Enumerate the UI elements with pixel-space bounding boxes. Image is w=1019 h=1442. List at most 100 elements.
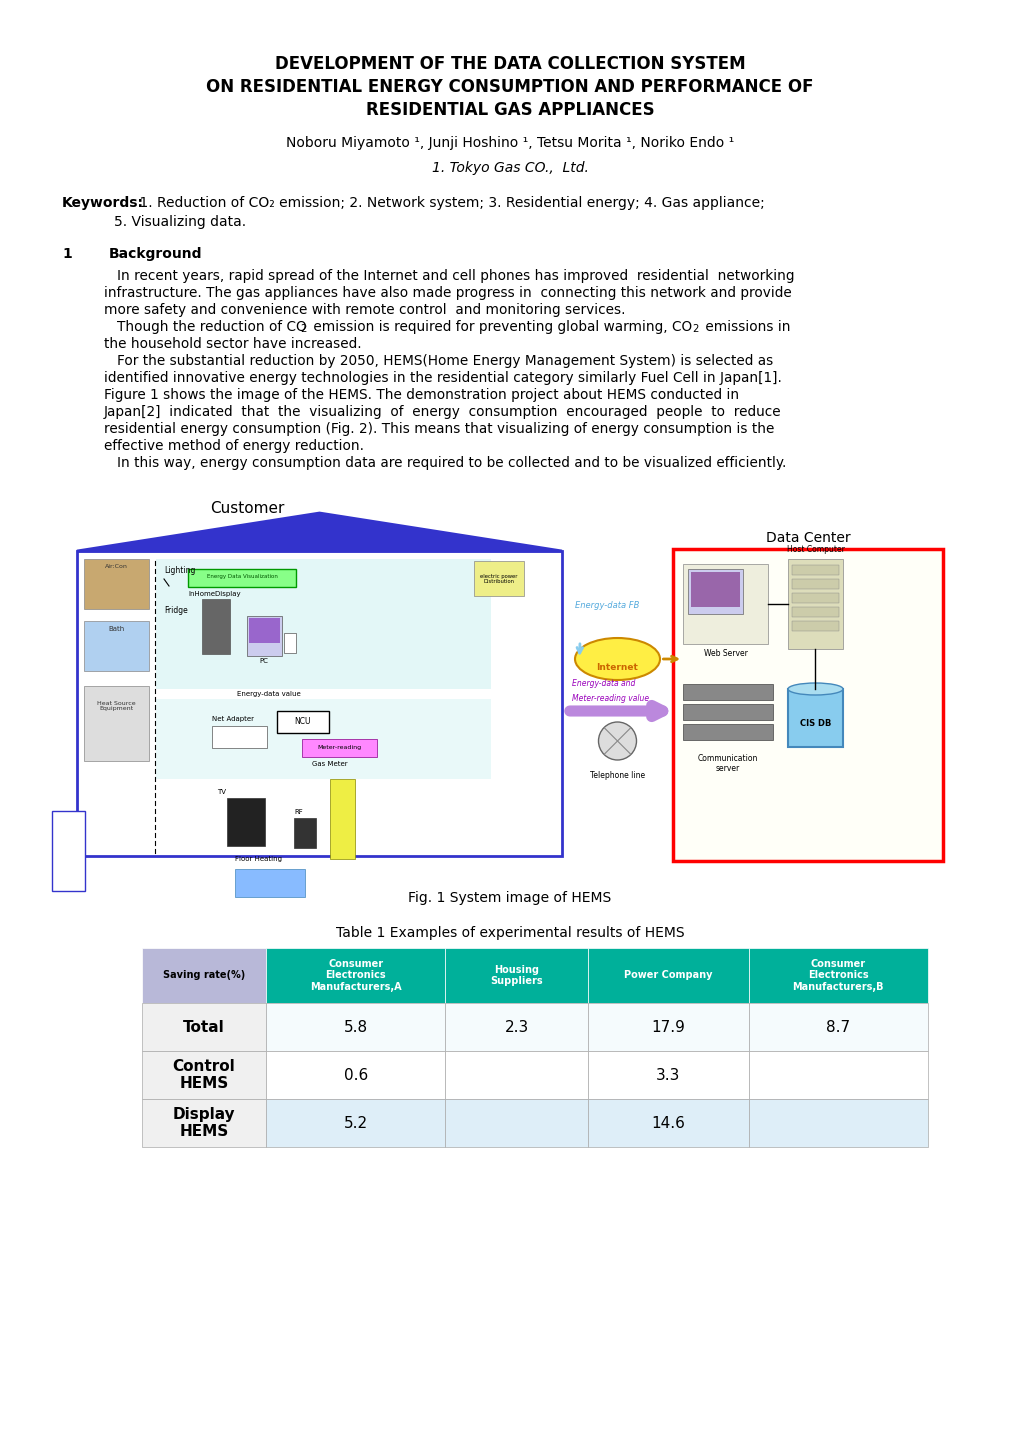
Bar: [683, 724, 772, 740]
Text: emission is required for preventing global warming, CO: emission is required for preventing glob…: [309, 320, 692, 335]
Text: Bath: Bath: [108, 626, 124, 632]
Text: 3.3: 3.3: [655, 1067, 680, 1083]
Bar: [142, 1099, 266, 1146]
Text: Energy-data value: Energy-data value: [236, 691, 301, 696]
Text: infrastructure. The gas appliances have also made progress in  connecting this n: infrastructure. The gas appliances have …: [104, 286, 791, 300]
Text: Energy-data and: Energy-data and: [572, 679, 635, 688]
Text: Floor Heating: Floor Heating: [234, 857, 281, 862]
Text: Internet: Internet: [596, 662, 638, 672]
Bar: [247, 616, 281, 656]
Bar: [142, 1051, 266, 1099]
Text: 5.8: 5.8: [343, 1019, 368, 1034]
Text: identified innovative energy technologies in the residential category similarly : identified innovative energy technologie…: [104, 371, 782, 385]
Bar: [266, 1051, 445, 1099]
Text: CIS DB: CIS DB: [799, 718, 830, 728]
Bar: [445, 1051, 587, 1099]
Bar: [748, 1099, 927, 1146]
Bar: [791, 607, 839, 617]
Bar: [277, 711, 329, 733]
Text: 17.9: 17.9: [651, 1019, 685, 1034]
Text: Gas Meter: Gas Meter: [312, 761, 347, 767]
Text: 2: 2: [300, 324, 306, 335]
Ellipse shape: [788, 684, 842, 695]
Bar: [84, 559, 149, 609]
Text: 1. Tokyo Gas CO.,  Ltd.: 1. Tokyo Gas CO., Ltd.: [431, 162, 588, 174]
Text: PC: PC: [259, 658, 268, 663]
Bar: [748, 947, 927, 1004]
Bar: [474, 561, 524, 596]
Text: 14.6: 14.6: [651, 1116, 685, 1131]
Bar: [748, 1004, 927, 1051]
Text: Table 1 Examples of experimental results of HEMS: Table 1 Examples of experimental results…: [335, 926, 684, 940]
Bar: [84, 622, 149, 671]
Bar: [748, 1051, 927, 1099]
Ellipse shape: [598, 722, 636, 760]
Bar: [688, 570, 742, 614]
Bar: [156, 699, 490, 779]
Text: Data Center: Data Center: [765, 531, 850, 545]
Text: the household sector have increased.: the household sector have increased.: [104, 337, 362, 350]
Text: Figure 1 shows the image of the HEMS. The demonstration project about HEMS condu: Figure 1 shows the image of the HEMS. Th…: [104, 388, 739, 402]
Bar: [445, 947, 587, 1004]
Bar: [52, 810, 85, 891]
Bar: [156, 559, 490, 689]
Bar: [330, 779, 355, 859]
Text: Energy Data Visualization: Energy Data Visualization: [207, 574, 277, 580]
Text: more safety and convenience with remote control  and monitoring services.: more safety and convenience with remote …: [104, 303, 625, 317]
Text: Web Server: Web Server: [703, 649, 747, 658]
Text: Japan[2]  indicated  that  the  visualizing  of  energy  consumption  encouraged: Japan[2] indicated that the visualizing …: [104, 405, 781, 420]
Text: Meter-reading: Meter-reading: [317, 746, 361, 750]
Text: Display
HEMS: Display HEMS: [172, 1107, 235, 1139]
Text: Telephone line: Telephone line: [589, 771, 644, 780]
Text: Housing
Suppliers: Housing Suppliers: [490, 965, 542, 986]
Text: Customer: Customer: [210, 500, 284, 516]
Bar: [791, 622, 839, 632]
Text: Net Adapter: Net Adapter: [212, 717, 254, 722]
Text: RESIDENTIAL GAS APPLIANCES: RESIDENTIAL GAS APPLIANCES: [366, 101, 653, 120]
Text: 5.2: 5.2: [343, 1116, 368, 1131]
Text: For the substantial reduction by 2050, HEMS(Home Energy Management System) is se: For the substantial reduction by 2050, H…: [117, 353, 772, 368]
Text: TV: TV: [217, 789, 226, 795]
Bar: [302, 738, 377, 757]
Text: 2: 2: [691, 324, 698, 335]
Text: residential energy consumption (Fig. 2). This means that visualizing of energy c: residential energy consumption (Fig. 2).…: [104, 423, 773, 435]
Text: NCU: NCU: [294, 718, 311, 727]
Bar: [791, 593, 839, 603]
Bar: [234, 870, 305, 897]
Bar: [212, 725, 267, 748]
Text: Background: Background: [109, 247, 203, 261]
Text: Total: Total: [183, 1019, 225, 1034]
Text: DEVELOPMENT OF THE DATA COLLECTION SYSTEM: DEVELOPMENT OF THE DATA COLLECTION SYSTE…: [274, 55, 745, 74]
Text: In this way, energy consumption data are required to be collected and to be visu: In this way, energy consumption data are…: [117, 456, 786, 470]
Text: 0.6: 0.6: [343, 1067, 368, 1083]
Text: Meter-reading value: Meter-reading value: [572, 694, 648, 704]
Text: Saving rate(%): Saving rate(%): [163, 970, 245, 981]
Text: Host Computer: Host Computer: [786, 545, 844, 554]
Bar: [673, 549, 943, 861]
Bar: [266, 1099, 445, 1146]
Text: 8.7: 8.7: [825, 1019, 850, 1034]
Bar: [227, 797, 265, 846]
Bar: [293, 818, 316, 848]
Text: Energy-data FB: Energy-data FB: [575, 601, 639, 610]
Bar: [587, 1051, 748, 1099]
Bar: [202, 598, 229, 655]
Bar: [791, 580, 839, 588]
Bar: [266, 947, 445, 1004]
Text: Noboru Miyamoto ¹, Junji Hoshino ¹, Tetsu Morita ¹, Noriko Endo ¹: Noboru Miyamoto ¹, Junji Hoshino ¹, Tets…: [285, 136, 734, 150]
Text: Air:Con: Air:Con: [105, 564, 127, 570]
Bar: [587, 947, 748, 1004]
Text: Lighting: Lighting: [164, 567, 196, 575]
Bar: [683, 684, 772, 699]
Text: InHomeDisplay: InHomeDisplay: [187, 591, 240, 597]
Text: effective method of energy reduction.: effective method of energy reduction.: [104, 438, 364, 453]
Bar: [587, 1004, 748, 1051]
Bar: [445, 1004, 587, 1051]
Bar: [683, 564, 767, 645]
Bar: [142, 1004, 266, 1051]
Text: 1: 1: [62, 247, 71, 261]
Text: In recent years, rapid spread of the Internet and cell phones has improved  resi: In recent years, rapid spread of the Int…: [117, 270, 794, 283]
Text: Consumer
Electronics
Manufacturers,A: Consumer Electronics Manufacturers,A: [310, 959, 401, 992]
Polygon shape: [76, 513, 561, 551]
Text: 1. Reduction of CO₂ emission; 2. Network system; 3. Residential energy; 4. Gas a: 1. Reduction of CO₂ emission; 2. Network…: [135, 196, 764, 211]
